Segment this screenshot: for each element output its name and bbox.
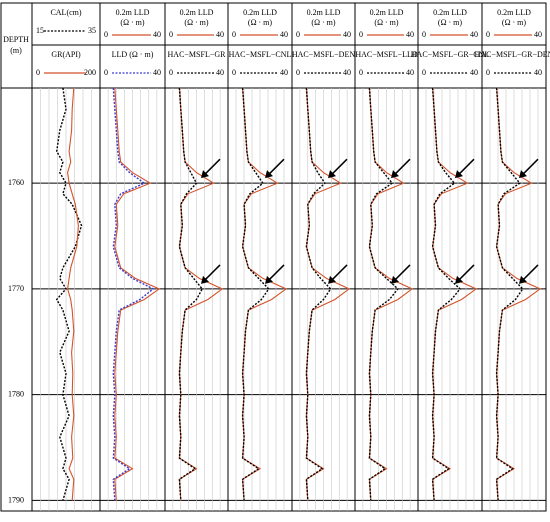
log-curve <box>178 87 204 501</box>
log-curve <box>112 87 155 501</box>
scale-max: 40 <box>153 68 161 77</box>
arrow-shaft <box>393 264 411 282</box>
depth-tick-label: 1780 <box>8 390 24 399</box>
series-name: HAC−MSFL−LLD <box>355 50 418 59</box>
scale-max: 200 <box>84 68 96 77</box>
series-name: 0.2m LLD <box>180 8 214 17</box>
scale-max: 40 <box>216 68 224 77</box>
series-unit: (Ω · m) <box>184 18 208 27</box>
arrow-shaft <box>267 158 285 176</box>
series-unit: (Ω · m) <box>120 18 144 27</box>
arrow-head <box>519 275 527 284</box>
scale-min: 0 <box>169 30 173 39</box>
series-unit: (Ω · m) <box>374 18 398 27</box>
scale-max: 40 <box>534 68 542 77</box>
series-name: HAC−MSFL−GR−DEN <box>475 50 550 59</box>
arrow-head <box>201 170 209 179</box>
series-name: 0.2m LLD <box>116 8 150 17</box>
log-curve <box>496 87 542 501</box>
arrow-shaft <box>393 158 411 176</box>
scale-max: 40 <box>406 30 414 39</box>
scale-min: 0 <box>104 30 108 39</box>
series-unit: (Ω · m) <box>502 18 526 27</box>
log-curve <box>431 87 462 501</box>
arrow-shaft <box>267 264 285 282</box>
scale-min: 15 <box>36 26 44 35</box>
series-name: 0.2m LLD <box>307 8 341 17</box>
series-name: HAC−MSFL−GR−CNL <box>411 50 490 59</box>
arrow-head <box>265 275 273 284</box>
scale-max: 40 <box>280 30 288 39</box>
scale-max: 40 <box>153 30 161 39</box>
log-curve <box>432 87 478 501</box>
scale-max: 40 <box>534 30 542 39</box>
log-curve <box>305 87 332 501</box>
arrow-head <box>391 275 399 284</box>
scale-min: 0 <box>232 68 236 77</box>
scale-max: 40 <box>216 30 224 39</box>
arrow-head <box>201 275 209 284</box>
scale-max: 40 <box>406 68 414 77</box>
scale-min: 0 <box>296 30 300 39</box>
arrow-head <box>455 170 463 179</box>
scale-max: 35 <box>88 26 96 35</box>
scale-min: 0 <box>232 30 236 39</box>
depth-tick-label: 1760 <box>8 178 24 187</box>
log-curve <box>368 87 414 501</box>
series-name: HAC−MSFL−GR <box>168 50 227 59</box>
arrow-shaft <box>457 264 475 282</box>
series-name: 0.2m LLD <box>497 8 531 17</box>
arrow-head <box>519 170 527 179</box>
series-unit: (Ω · m) <box>438 18 462 27</box>
series-unit: (Ω · m) <box>311 18 335 27</box>
arrow-shaft <box>457 158 475 176</box>
scale-min: 0 <box>36 68 40 77</box>
arrow-head <box>265 170 273 179</box>
scale-min: 0 <box>169 68 173 77</box>
scale-min: 0 <box>104 68 108 77</box>
series-name: 0.2m LLD <box>433 8 467 17</box>
arrow-head <box>328 275 336 284</box>
arrow-shaft <box>330 158 348 176</box>
scale-min: 0 <box>486 30 490 39</box>
scale-max: 40 <box>470 68 478 77</box>
log-curve <box>368 87 399 501</box>
series-name: 0.2m LLD <box>370 8 404 17</box>
scale-max: 40 <box>343 30 351 39</box>
series-name: 0.2m LLD <box>243 8 277 17</box>
log-curve <box>55 87 83 501</box>
arrow-head <box>391 170 399 179</box>
log-curve <box>114 87 161 501</box>
series-name: CAL(cm) <box>50 8 81 17</box>
arrow-head <box>455 275 463 284</box>
depth-unit: (m) <box>10 46 22 55</box>
scale-min: 0 <box>296 68 300 77</box>
scale-min: 0 <box>422 68 426 77</box>
depth-tick-label: 1790 <box>8 495 24 504</box>
depth-tick-label: 1770 <box>8 284 24 293</box>
series-name: HAC−MSFL−CNL <box>229 50 292 59</box>
arrow-shaft <box>330 264 348 282</box>
scale-min: 0 <box>359 68 363 77</box>
log-curve <box>67 87 79 501</box>
log-curve <box>241 87 270 501</box>
scale-min: 0 <box>359 30 363 39</box>
series-unit: (Ω · m) <box>248 18 272 27</box>
arrow-head <box>328 170 336 179</box>
log-curve <box>178 87 224 501</box>
scale-min: 0 <box>422 30 426 39</box>
arrow-shaft <box>203 158 221 176</box>
arrow-shaft <box>521 158 539 176</box>
series-name: LLD (Ω · m) <box>112 50 154 59</box>
series-name: GR(API) <box>51 50 81 59</box>
scale-max: 40 <box>280 68 288 77</box>
scale-max: 40 <box>343 68 351 77</box>
series-name: HAC−MSFL−DEN <box>292 50 355 59</box>
scale-max: 40 <box>470 30 478 39</box>
arrow-shaft <box>203 264 221 282</box>
scale-min: 0 <box>486 68 490 77</box>
arrow-shaft <box>521 264 539 282</box>
depth-label: DEPTH <box>3 35 29 44</box>
